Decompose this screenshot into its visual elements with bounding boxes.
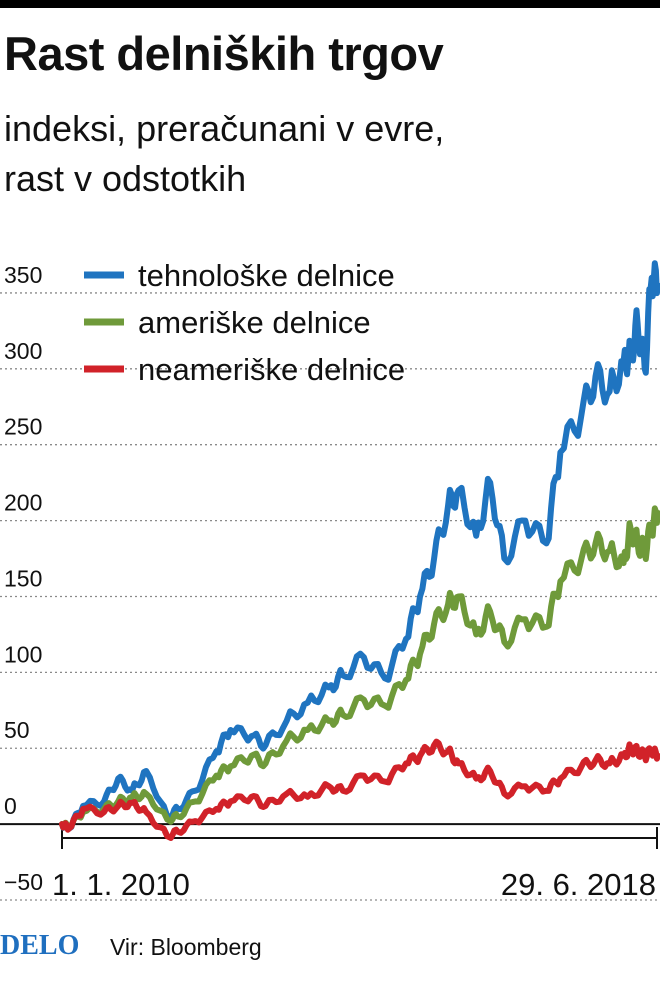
source-note: Vir: Bloomberg xyxy=(110,934,262,960)
top-rule xyxy=(0,0,660,8)
series-line-tech xyxy=(59,260,660,832)
delo-logo: DELO xyxy=(0,930,80,961)
y-tick-label: 50 xyxy=(4,717,30,743)
x-tick-label: 29. 6. 2018 xyxy=(501,867,656,902)
legend-item-us-label: ameriške delnice xyxy=(138,305,371,340)
series-line-nonus xyxy=(59,738,660,841)
legend-item-tech-label: tehnološke delnice xyxy=(138,258,395,293)
line-chart: −50 0 50 100 150 200 250 300 350 1. 1. 2010 29. 6.… xyxy=(0,258,660,902)
y-tick-label: 0 xyxy=(4,793,17,819)
subtitle-line-1: indeksi, preračunani v evre, xyxy=(4,108,445,149)
y-tick-label: 300 xyxy=(4,338,42,364)
chart-title: Rast delniških trgov xyxy=(4,27,444,80)
x-tick-label: 1. 1. 2010 xyxy=(52,867,190,902)
y-tick-label: 100 xyxy=(4,641,42,667)
y-tick-label: 250 xyxy=(4,414,42,440)
subtitle-line-2: rast v odstotkih xyxy=(4,158,247,199)
footer: DELO Vir: Bloomberg xyxy=(0,926,660,966)
y-tick-label: 150 xyxy=(4,565,42,591)
legend-item-nonus-label: neameriške delnice xyxy=(138,352,405,387)
series-line-us xyxy=(59,505,660,831)
y-tick-label: 200 xyxy=(4,490,42,516)
chart-subtitle: indeksi, preračunani v evre, rast v odst… xyxy=(4,104,444,204)
y-tick-label: 350 xyxy=(4,262,42,288)
y-tick-label: −50 xyxy=(4,869,43,895)
